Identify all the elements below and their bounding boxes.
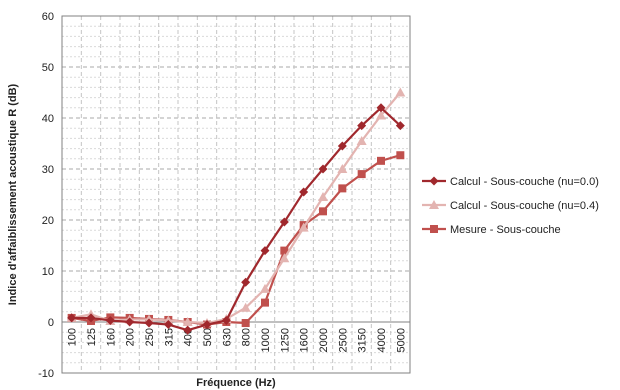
data-point — [241, 277, 251, 287]
series-group — [66, 87, 406, 335]
data-point — [298, 222, 309, 232]
legend-label: Calcul - Sous-couche (nu=0.4) — [450, 200, 599, 212]
series-1 — [67, 103, 405, 335]
data-point — [144, 318, 154, 328]
y-tick-label: 60 — [42, 11, 54, 23]
data-point — [396, 151, 405, 160]
data-point — [67, 313, 77, 323]
legend-item-3: Mesure - Sous-couche — [422, 224, 561, 236]
x-tick-label: 1600 — [299, 328, 311, 352]
legend-swatch-marker — [430, 225, 438, 233]
data-point — [202, 320, 212, 330]
data-point — [241, 319, 250, 328]
legend-label: Mesure - Sous-couche — [450, 224, 561, 236]
data-point — [395, 121, 405, 131]
data-point — [240, 302, 251, 312]
legend-swatch-marker — [429, 200, 439, 209]
legend-item-1: Calcul - Sous-couche (nu=0.0) — [422, 176, 599, 188]
x-tick-label: 3150 — [357, 328, 369, 352]
y-tick-label: 20 — [42, 215, 54, 227]
x-tick-label: 1000 — [260, 328, 272, 352]
x-tick-label: 2500 — [337, 328, 349, 352]
x-tick-label: 200 — [125, 328, 137, 346]
x-tick-label: 5000 — [395, 328, 407, 352]
data-point — [299, 187, 309, 197]
data-point — [105, 315, 115, 325]
y-tick-label: 40 — [42, 113, 54, 125]
legend-label: Calcul - Sous-couche (nu=0.0) — [450, 176, 599, 188]
y-tick-label: 0 — [48, 317, 54, 329]
data-point — [182, 317, 193, 326]
data-point — [183, 325, 193, 335]
data-point — [376, 110, 386, 120]
grid — [62, 15, 410, 374]
x-tick-label: 125 — [86, 328, 98, 346]
x-axis-title: Fréquence (Hz) — [196, 377, 276, 389]
data-point — [280, 246, 289, 255]
data-point — [357, 121, 367, 131]
x-tick-label: 160 — [105, 328, 117, 346]
plot-area — [61, 15, 411, 374]
y-tick-label: 50 — [42, 62, 54, 74]
x-tick-label: 4000 — [376, 328, 388, 352]
series-line — [71, 91, 402, 325]
data-point — [125, 317, 135, 327]
data-point — [377, 156, 385, 165]
x-tick-label: 630 — [221, 328, 233, 346]
data-point — [163, 315, 174, 325]
data-point — [279, 217, 289, 227]
data-point — [279, 253, 290, 263]
data-point — [260, 283, 270, 293]
y-tick-label: 10 — [42, 266, 54, 278]
legend-item-2: Calcul - Sous-couche (nu=0.4) — [422, 200, 599, 212]
data-point — [395, 87, 406, 97]
data-point — [337, 141, 347, 151]
data-point — [318, 164, 328, 174]
data-point — [86, 313, 96, 323]
data-point — [221, 315, 231, 325]
data-point — [260, 246, 270, 256]
data-point — [338, 184, 347, 193]
legend: Calcul - Sous-couche (nu=0.0) Calcul - So… — [422, 176, 599, 236]
x-tick-label: 2000 — [318, 328, 330, 352]
x-tick-label: 1250 — [279, 328, 291, 352]
y-tick-label: 30 — [42, 164, 54, 176]
data-point — [319, 207, 327, 216]
data-point — [356, 135, 367, 145]
y-axis-title: Indice d'affaiblissement acoustique R (d… — [7, 83, 19, 305]
x-tick-label: 315 — [163, 328, 175, 346]
data-point — [337, 164, 348, 173]
data-point — [357, 170, 366, 179]
data-point — [376, 103, 386, 113]
data-point — [318, 192, 328, 202]
data-point — [163, 320, 173, 330]
x-tick-label: 500 — [202, 328, 214, 346]
data-point — [261, 298, 269, 307]
x-tick-label: 250 — [144, 328, 156, 346]
x-axis: 100 125 160 200 250 315 400 500 630 800 1000 1250 16… — [67, 328, 408, 352]
x-tick-label: 800 — [241, 328, 253, 346]
x-tick-label: 100 — [67, 328, 79, 346]
legend-swatch-marker — [429, 176, 439, 186]
y-tick-label: -10 — [38, 368, 54, 380]
